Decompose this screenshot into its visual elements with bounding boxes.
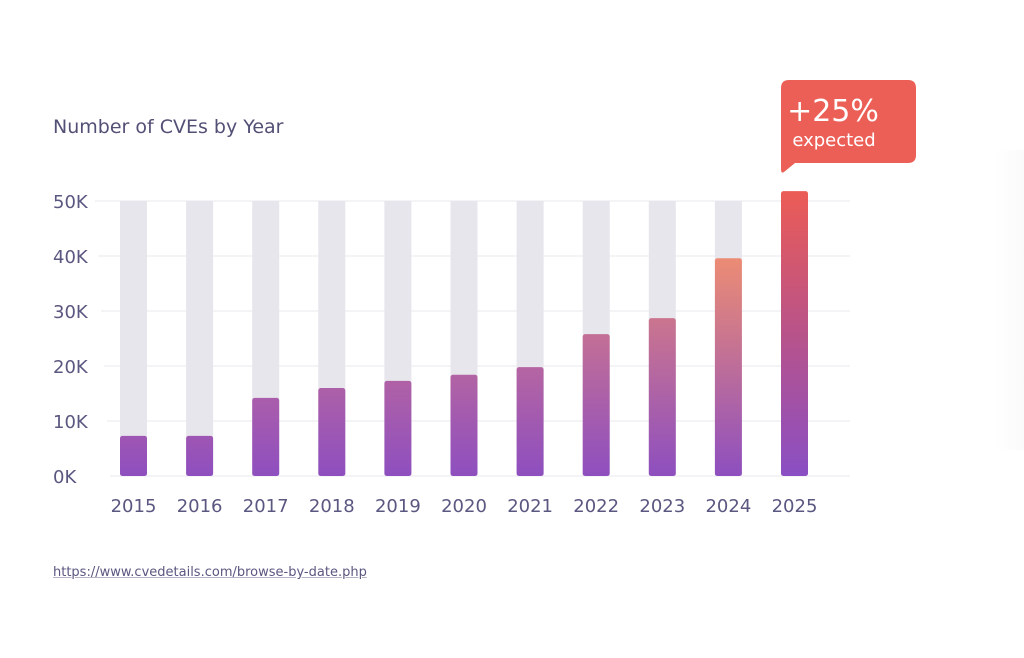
x-tick-label: 2021: [507, 496, 553, 517]
y-tick-label: 40K: [53, 247, 89, 268]
bar-2022: [582, 334, 610, 476]
bar-track: [120, 201, 147, 476]
chart-title: Number of CVEs by Year: [53, 116, 284, 138]
x-tick-label: 2016: [177, 496, 223, 517]
bar-2020: [450, 374, 478, 476]
bar-2018: [318, 388, 346, 476]
edge-decoration: [994, 150, 1024, 450]
bar-2015: [120, 435, 147, 476]
x-tick-label: 2019: [375, 496, 421, 517]
x-tick-label: 2022: [573, 496, 619, 517]
x-tick-label: 2024: [705, 496, 751, 517]
y-tick-label: 10K: [53, 412, 89, 433]
bar-2016: [186, 435, 214, 476]
source-link[interactable]: https://www.cvedetails.com/browse-by-dat…: [53, 565, 367, 580]
x-tick-label: 2018: [309, 496, 355, 517]
bar-track: [186, 201, 214, 476]
y-tick-label: 30K: [53, 302, 89, 323]
y-axis: 0K 10K 20K 30K 40K 50K: [53, 192, 89, 488]
callout-subtext: expected: [792, 130, 875, 151]
y-tick-label: 20K: [53, 357, 89, 378]
bar-2019: [384, 380, 412, 476]
bar-2024: [714, 258, 742, 476]
x-tick-label: 2017: [243, 496, 289, 517]
bars: [120, 191, 808, 476]
x-tick-label: 2020: [441, 496, 487, 517]
callout: +25% expected: [781, 80, 916, 173]
bar-tracks: [120, 201, 742, 476]
x-tick-label: 2015: [111, 496, 157, 517]
x-axis: 2015 2016 2017 2018 2019 2020 2021 2022 2023 2024…: [111, 496, 818, 517]
x-tick-label: 2023: [639, 496, 685, 517]
x-tick-label: 2025: [772, 496, 818, 517]
y-tick-label: 50K: [53, 192, 89, 213]
bar-2023: [648, 318, 676, 476]
y-tick-label: 0K: [53, 467, 77, 488]
bar-2017: [252, 397, 280, 476]
bar-2021: [516, 367, 544, 476]
callout-bubble: [781, 80, 916, 173]
bar-2025: [781, 191, 808, 476]
callout-headline: +25%: [787, 94, 879, 129]
